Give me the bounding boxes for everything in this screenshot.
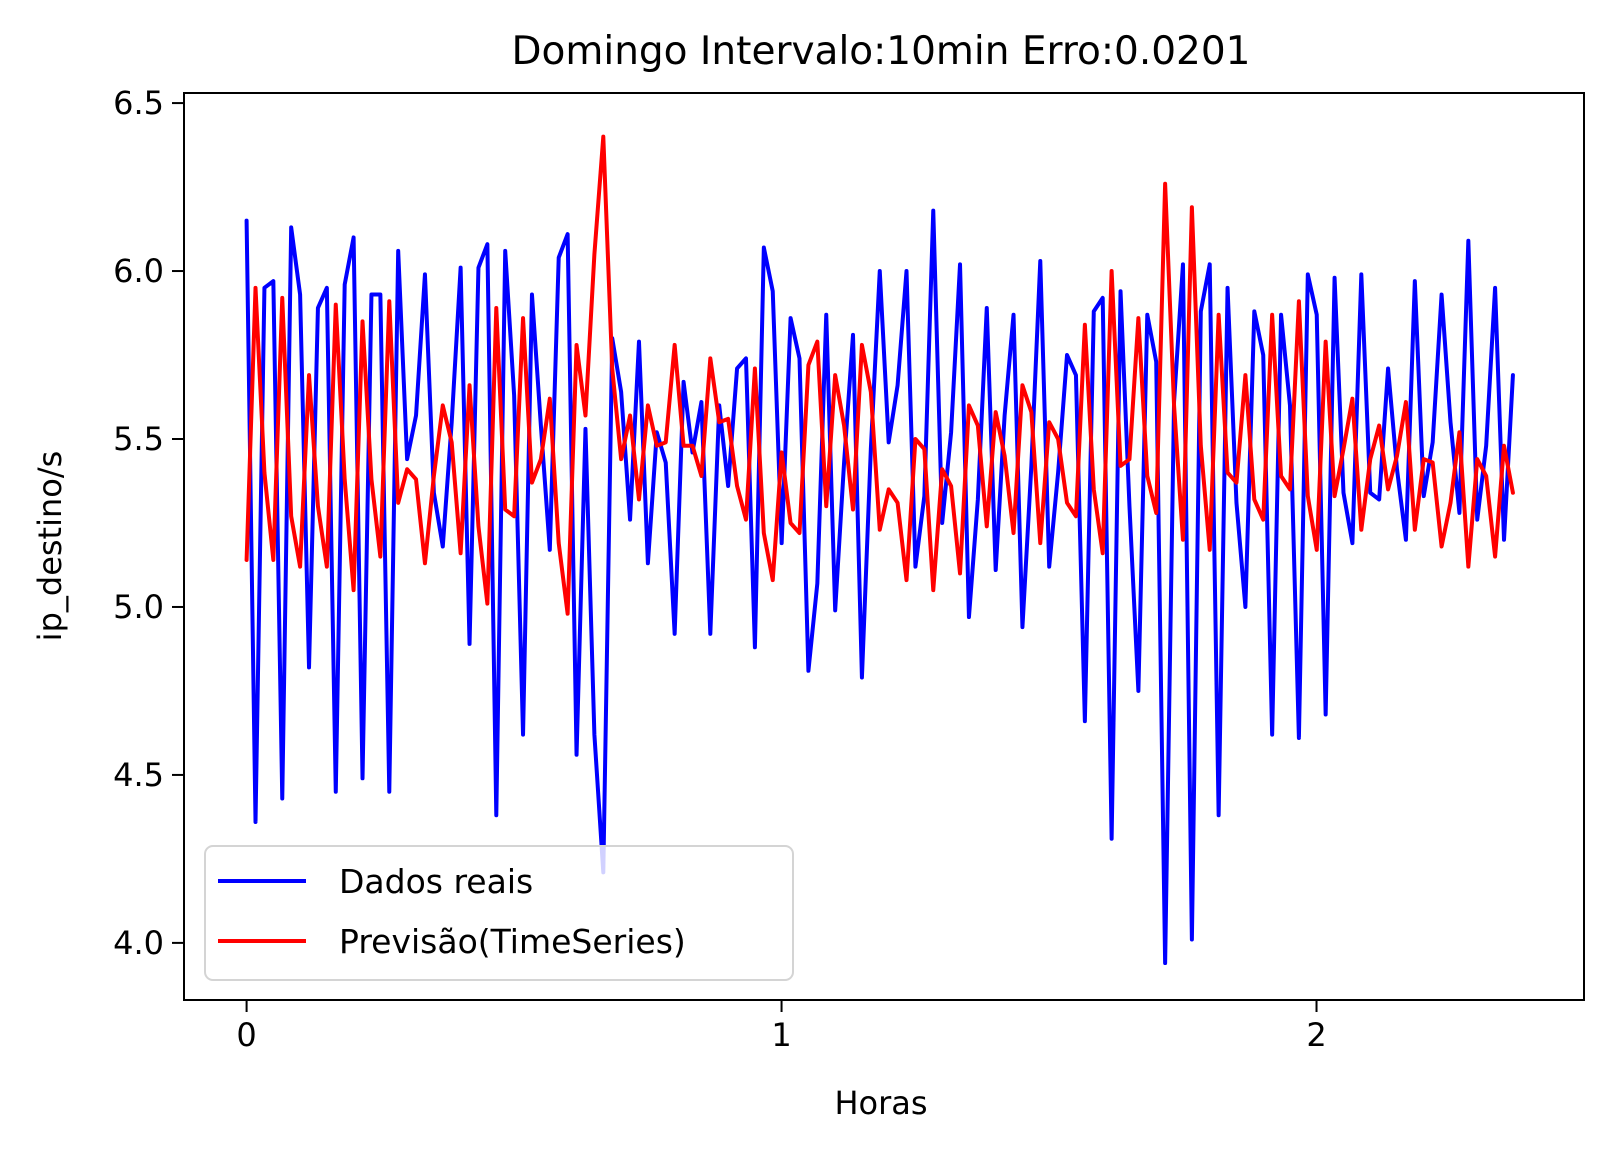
y-tick-label: 5.5 [113, 420, 164, 458]
y-tick-label: 4.0 [113, 924, 164, 962]
chart-legend: Dados reais Previsão(TimeSeries) [204, 845, 794, 981]
x-axis: 0 1 2 [236, 1000, 1327, 1054]
y-axis: 4.0 4.5 5.0 5.5 6.0 6.5 [113, 84, 184, 962]
plot-area [183, 92, 1585, 1001]
y-tick-label: 6.0 [113, 252, 164, 290]
plot-frame [183, 92, 1585, 1001]
x-tick-label: 1 [771, 1016, 791, 1054]
legend-label-dados-reais: Dados reais [339, 862, 533, 901]
y-tick-label: 5.0 [113, 588, 164, 626]
y-tick-label: 6.5 [113, 84, 164, 122]
x-axis-label: Horas [834, 1084, 927, 1122]
y-axis-label: ip_destino/s [31, 451, 69, 642]
series-line-dados-reais [244, 208, 1515, 966]
series-line-previsao [244, 134, 1515, 616]
series-layer [244, 134, 1515, 966]
x-tick-label: 0 [236, 1016, 256, 1054]
x-tick-label: 2 [1306, 1016, 1326, 1054]
legend-label-previsao: Previsão(TimeSeries) [339, 922, 686, 961]
chart-title: Domingo Intervalo:10min Erro:0.0201 [511, 29, 1250, 74]
legend-box [204, 845, 794, 981]
y-tick-label: 4.5 [113, 756, 164, 794]
